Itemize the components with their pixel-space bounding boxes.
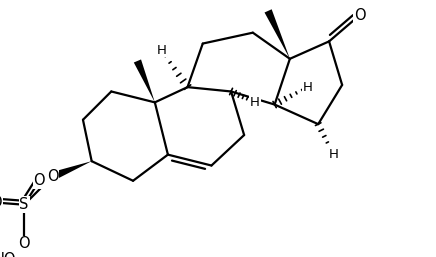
Text: S: S [20, 197, 29, 212]
Text: O: O [47, 169, 58, 184]
Polygon shape [265, 9, 290, 59]
Text: O: O [0, 195, 2, 210]
Text: O: O [354, 8, 365, 23]
Text: H: H [302, 81, 312, 94]
Text: HO: HO [0, 252, 16, 257]
Polygon shape [51, 161, 92, 180]
Text: H: H [157, 44, 166, 57]
Text: O: O [18, 236, 30, 251]
Text: H: H [328, 148, 338, 161]
Text: O: O [34, 173, 45, 188]
Text: H: H [250, 96, 260, 109]
Polygon shape [134, 59, 155, 102]
